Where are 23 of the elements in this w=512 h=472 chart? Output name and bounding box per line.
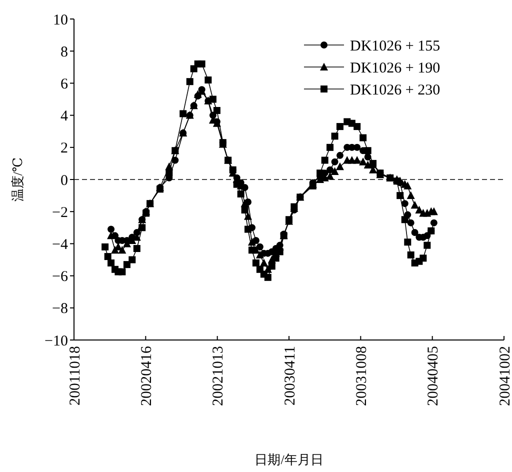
x-tick-label: 20031008 <box>354 346 370 406</box>
x-tick-label: 20030411 <box>282 346 298 406</box>
x-axis-title: 日期/年月日 <box>254 452 324 467</box>
y-tick-label: 6 <box>60 76 68 92</box>
y-axis-title: 温度/℃ <box>10 157 25 202</box>
y-tick-label: −6 <box>52 269 68 286</box>
y-tick-label: −2 <box>52 204 68 221</box>
y-tick-label: −4 <box>52 236 68 253</box>
y-tick-label: 10 <box>53 12 68 28</box>
y-tick-label: −8 <box>52 301 68 318</box>
x-tick-label: 20011018 <box>67 346 84 406</box>
legend-label: DK1026 + 155 <box>350 38 440 54</box>
x-tick-label: 20020416 <box>138 346 155 406</box>
x-tick-label: 20021013 <box>210 346 227 406</box>
legend-label: DK1026 + 190 <box>350 60 440 76</box>
y-tick-label: 0 <box>60 172 68 189</box>
y-tick-label: 8 <box>60 44 68 60</box>
y-tick-label: −10 <box>44 333 68 350</box>
x-tick-label: 20040405 <box>426 346 442 406</box>
legend-label: DK1026 + 230 <box>350 82 440 98</box>
y-tick-label: 4 <box>60 108 68 125</box>
x-tick-label: 20041002 <box>497 346 512 406</box>
y-tick-label: 2 <box>60 140 68 157</box>
